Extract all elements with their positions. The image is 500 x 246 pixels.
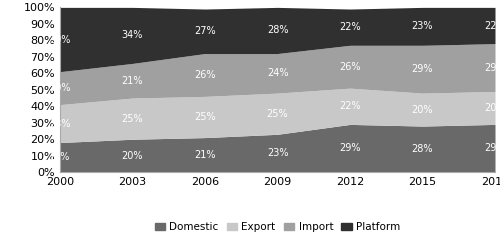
Text: 20%: 20% (49, 83, 71, 93)
Text: 23%: 23% (267, 148, 288, 158)
Text: 21%: 21% (122, 76, 144, 86)
Text: 22%: 22% (484, 20, 500, 31)
Text: 24%: 24% (267, 68, 288, 78)
Text: 23%: 23% (49, 119, 71, 129)
Text: 28%: 28% (412, 144, 433, 154)
Text: 39%: 39% (50, 34, 70, 45)
Text: 20%: 20% (484, 103, 500, 113)
Text: 22%: 22% (339, 22, 361, 32)
Text: 28%: 28% (267, 25, 288, 35)
Text: 20%: 20% (412, 105, 433, 115)
Text: 29%: 29% (339, 143, 361, 153)
Text: 29%: 29% (412, 64, 433, 74)
Text: 22%: 22% (339, 101, 361, 111)
Text: 23%: 23% (412, 21, 433, 31)
Text: 25%: 25% (266, 109, 288, 119)
Legend: Domestic, Export, Import, Platform: Domestic, Export, Import, Platform (150, 218, 404, 236)
Text: 26%: 26% (339, 62, 361, 72)
Text: 26%: 26% (194, 70, 216, 80)
Text: 21%: 21% (194, 150, 216, 160)
Text: 18%: 18% (50, 152, 70, 162)
Text: 29%: 29% (484, 143, 500, 153)
Text: 20%: 20% (122, 151, 144, 161)
Text: 34%: 34% (122, 31, 143, 40)
Text: 29%: 29% (484, 62, 500, 73)
Text: 27%: 27% (194, 26, 216, 36)
Text: 25%: 25% (122, 114, 144, 124)
Text: 25%: 25% (194, 112, 216, 122)
